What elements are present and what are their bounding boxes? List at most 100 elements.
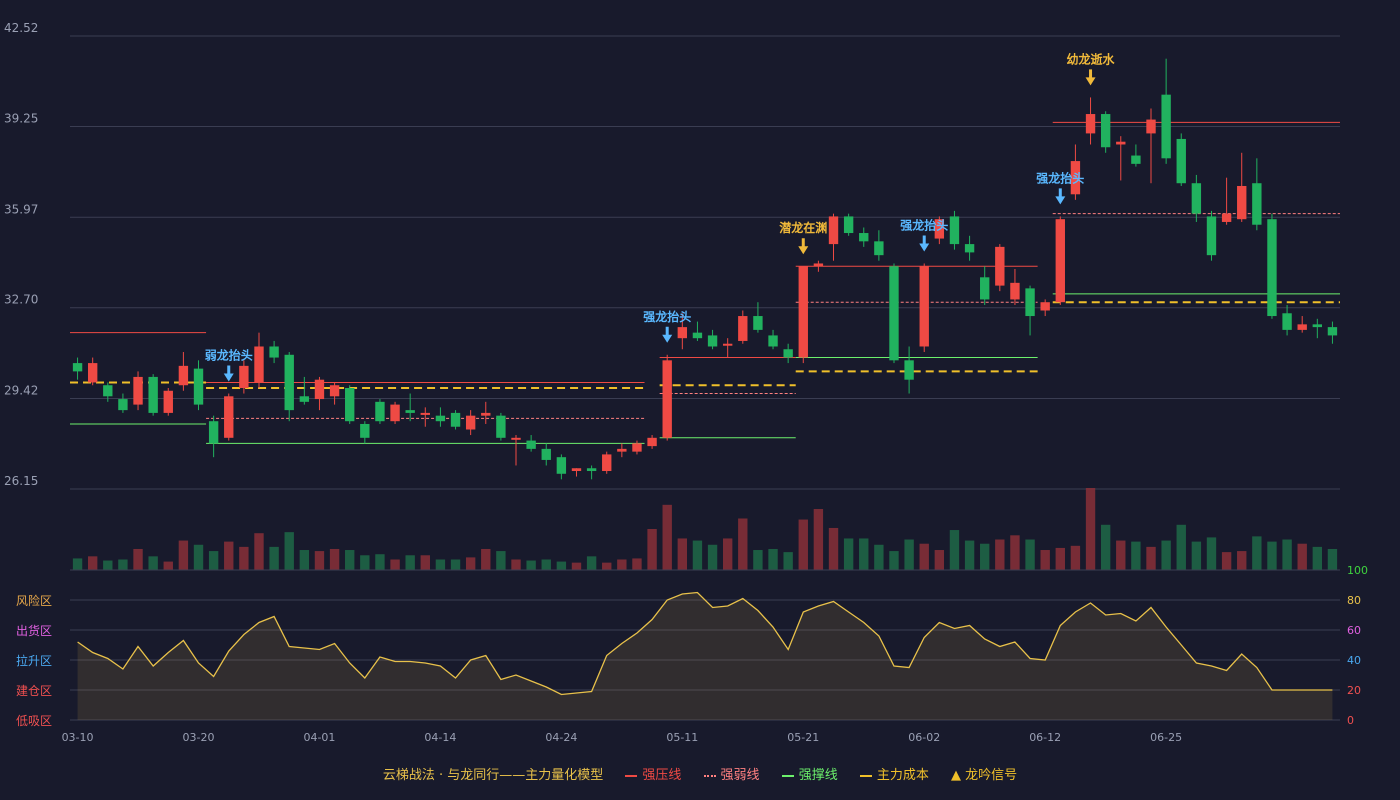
volume-bar — [904, 539, 914, 570]
volume-bar — [1070, 545, 1081, 570]
candle — [1206, 210, 1217, 261]
candle-body — [753, 316, 763, 330]
candle — [193, 360, 204, 411]
volume-bar — [828, 527, 839, 570]
legend-signal-label: 龙吟信号 — [965, 768, 1018, 783]
candle — [1010, 269, 1020, 305]
volume-bar — [481, 548, 491, 570]
candle-body — [103, 385, 113, 397]
candle — [450, 410, 461, 430]
candle-body — [919, 266, 929, 347]
candle-body — [133, 376, 143, 405]
candle-body — [72, 363, 83, 372]
candle-body — [224, 396, 234, 438]
candle — [299, 376, 310, 405]
volume-bar — [420, 555, 430, 570]
volume-bar — [269, 546, 279, 570]
signal-arrow-icon — [798, 238, 809, 255]
signal-label: 幼龙逝水 — [1067, 51, 1116, 66]
candle-body — [375, 401, 385, 422]
candle-body — [783, 349, 793, 358]
candle-body — [1055, 219, 1065, 303]
candlestick-chart: 42.5239.2535.9732.7029.4226.15弱龙抬头强龙抬头潜龙… — [4, 21, 1368, 744]
candle-body — [843, 216, 854, 234]
candle-body — [148, 376, 158, 413]
candle-body — [1191, 183, 1202, 214]
candle-body — [556, 457, 567, 474]
osc-tick-label: 100 — [1347, 564, 1368, 577]
volume-bar — [995, 539, 1005, 570]
candle-body — [1237, 185, 1247, 220]
volume-bar — [934, 550, 945, 570]
candle-body — [1312, 324, 1323, 328]
legend-weak-line[interactable]: 强弱线 — [703, 768, 760, 783]
volume-bar — [874, 544, 884, 570]
legend-cost-line[interactable]: 主力成本 — [859, 768, 929, 783]
candle-body — [1206, 216, 1217, 256]
volume-bar — [843, 538, 854, 570]
candle-body — [904, 360, 914, 380]
candle-body — [1010, 282, 1020, 300]
candle-body — [813, 263, 824, 267]
volume-bar — [1085, 488, 1096, 570]
candle — [435, 407, 446, 427]
candle — [345, 385, 355, 424]
volume-bar — [1146, 546, 1156, 570]
volume-bar — [1040, 550, 1050, 570]
volume-bar — [707, 544, 718, 570]
candle-body — [450, 412, 461, 427]
signal-arrow-icon — [1085, 69, 1096, 86]
candle-body — [390, 404, 400, 422]
legend-strong-line[interactable]: 强压线 — [625, 768, 681, 783]
candle-body — [1221, 213, 1232, 222]
candle-body — [602, 454, 612, 472]
candle — [1040, 299, 1050, 317]
candle-body — [481, 412, 491, 416]
signal-label: 强龙抬头 — [900, 217, 948, 232]
volume-bar — [1131, 541, 1141, 570]
candle-body — [435, 415, 446, 422]
candle-body — [511, 437, 521, 440]
volume-bar — [813, 509, 824, 570]
candle-body — [420, 412, 430, 415]
candle — [118, 393, 128, 413]
osc-zone-label: 低吸区 — [16, 714, 52, 728]
candle-body — [1252, 183, 1262, 225]
x-tick-label: 06-12 — [1029, 731, 1061, 744]
candle-body — [889, 266, 899, 361]
volume-bar — [345, 550, 355, 570]
candle — [556, 454, 567, 480]
candle-body — [1070, 161, 1081, 195]
candle — [722, 338, 733, 358]
volume-bar — [435, 559, 446, 570]
candle — [465, 410, 476, 436]
candle-body — [617, 448, 627, 452]
volume-bar — [753, 550, 763, 570]
candle — [949, 210, 960, 250]
price-tick-label: 32.70 — [4, 293, 38, 307]
candle-body — [329, 385, 340, 397]
price-tick-label: 42.52 — [4, 21, 38, 35]
candle-body — [586, 468, 597, 472]
candle — [964, 235, 975, 261]
candle — [224, 393, 234, 441]
candle — [526, 435, 536, 452]
volume-bar — [980, 543, 990, 570]
candle-body — [208, 421, 219, 444]
volume-bar — [511, 559, 521, 570]
candle — [496, 412, 506, 441]
candle-body — [345, 387, 355, 422]
signal-label: 弱龙抬头 — [205, 348, 253, 363]
legend-weak-label: 强弱线 — [720, 768, 760, 783]
legend-support-line[interactable]: 强撑线 — [781, 768, 838, 783]
x-tick-label: 06-02 — [908, 731, 940, 744]
volume-bar — [526, 560, 536, 570]
candle — [617, 443, 627, 458]
signal-arrow-icon — [1055, 188, 1066, 205]
candle — [511, 435, 521, 466]
candle-body — [163, 390, 173, 413]
volume-bar — [556, 561, 567, 570]
legend-signal[interactable]: ▲ 龙吟信号 — [951, 768, 1017, 783]
volume-bar — [1055, 547, 1065, 570]
candle — [934, 216, 945, 245]
